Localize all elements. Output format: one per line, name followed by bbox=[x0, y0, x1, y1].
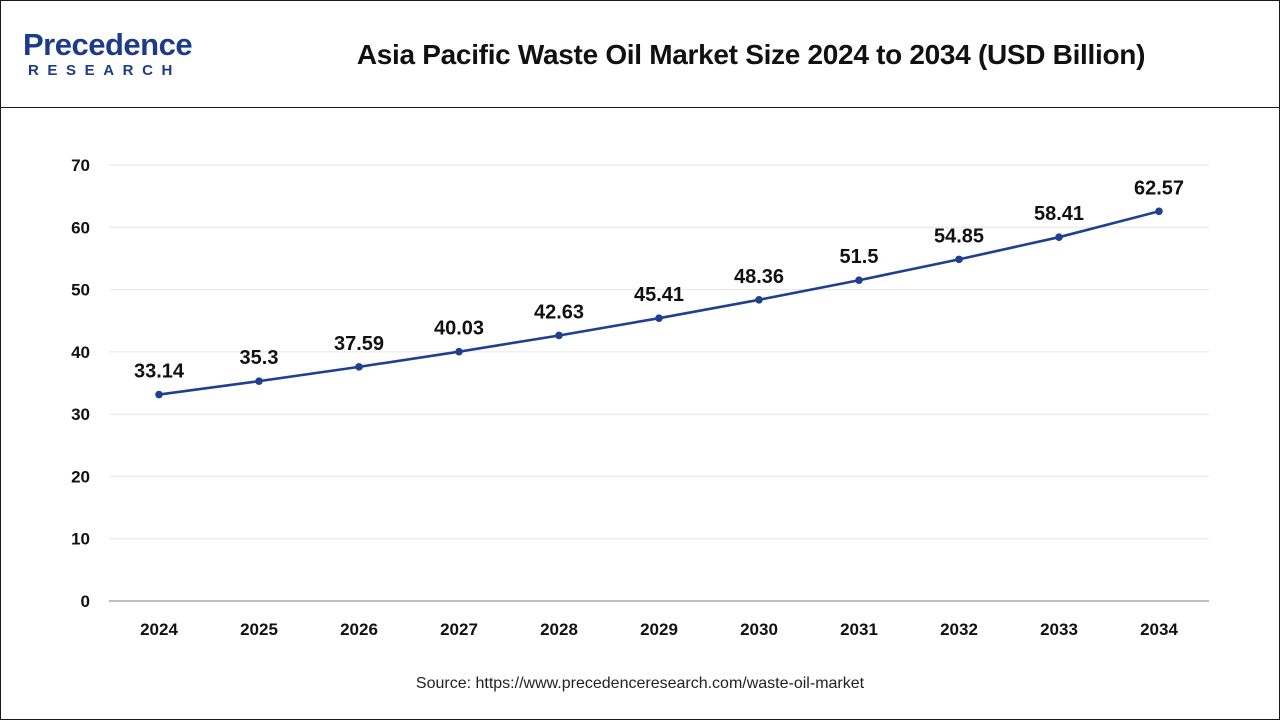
data-label: 58.41 bbox=[1034, 203, 1084, 225]
data-point bbox=[1055, 233, 1063, 241]
data-point bbox=[855, 276, 863, 285]
logo-subtitle: RESEARCH bbox=[28, 62, 181, 79]
x-tick-label: 2024 bbox=[140, 620, 178, 639]
x-tick-label: 2030 bbox=[740, 620, 778, 639]
data-point bbox=[755, 295, 763, 304]
x-tick-label: 2034 bbox=[1140, 620, 1178, 639]
data-labels: 33.14 35.3 37.59 40.03 42.63 45.41 48.36 51.5 54… bbox=[134, 177, 1184, 382]
data-label: 35.3 bbox=[240, 347, 279, 369]
x-tick-label: 2026 bbox=[340, 620, 378, 639]
y-tick-label: 40 bbox=[71, 343, 90, 362]
y-tick-label: 10 bbox=[71, 530, 90, 549]
x-tick-label: 2032 bbox=[940, 620, 978, 639]
x-tick-label: 2031 bbox=[840, 620, 878, 639]
y-tick-labels: 0 10 20 30 40 50 60 70 bbox=[71, 156, 90, 611]
data-label: 62.57 bbox=[1134, 177, 1184, 199]
y-tick-label: 50 bbox=[71, 281, 90, 300]
y-tick-label: 30 bbox=[71, 405, 90, 424]
data-point bbox=[155, 390, 163, 399]
data-point bbox=[255, 377, 263, 385]
x-tick-label: 2028 bbox=[540, 620, 578, 639]
data-point bbox=[955, 255, 963, 264]
chart-title: Asia Pacific Waste Oil Market Size 2024 … bbox=[356, 39, 1146, 70]
x-tick-label: 2027 bbox=[440, 620, 478, 639]
brand-logo: Precedence RESEARCH bbox=[23, 29, 223, 85]
data-point bbox=[455, 347, 463, 356]
data-label: 54.85 bbox=[934, 225, 984, 247]
data-point bbox=[355, 363, 363, 371]
y-tick-label: 0 bbox=[81, 592, 90, 611]
x-tick-labels: 2024 2025 2026 2027 2028 2029 2030 2031 2032 2033… bbox=[140, 620, 1178, 639]
logo-wordmark: Precedence bbox=[23, 27, 193, 62]
source-note: Source: https://www.precedenceresearch.c… bbox=[415, 675, 865, 692]
data-point bbox=[555, 331, 563, 340]
x-tick-label: 2029 bbox=[640, 620, 678, 639]
y-tick-label: 70 bbox=[71, 156, 90, 175]
data-label: 51.5 bbox=[840, 246, 879, 268]
y-tick-label: 20 bbox=[71, 467, 90, 486]
header: Precedence RESEARCH Asia Pacific Waste O… bbox=[1, 1, 1279, 108]
x-tick-label: 2033 bbox=[1040, 620, 1078, 639]
grid-lines bbox=[109, 164, 1209, 540]
data-label: 37.59 bbox=[334, 333, 384, 355]
data-point bbox=[1155, 207, 1163, 216]
data-label: 48.36 bbox=[734, 266, 784, 288]
data-label: 40.03 bbox=[434, 318, 484, 340]
data-label: 45.41 bbox=[634, 284, 684, 306]
data-label: 42.63 bbox=[534, 301, 584, 323]
y-tick-label: 60 bbox=[71, 218, 90, 237]
data-point bbox=[655, 314, 663, 322]
data-label: 33.14 bbox=[134, 361, 185, 383]
series-main bbox=[155, 207, 1163, 399]
x-tick-label: 2025 bbox=[240, 620, 278, 639]
